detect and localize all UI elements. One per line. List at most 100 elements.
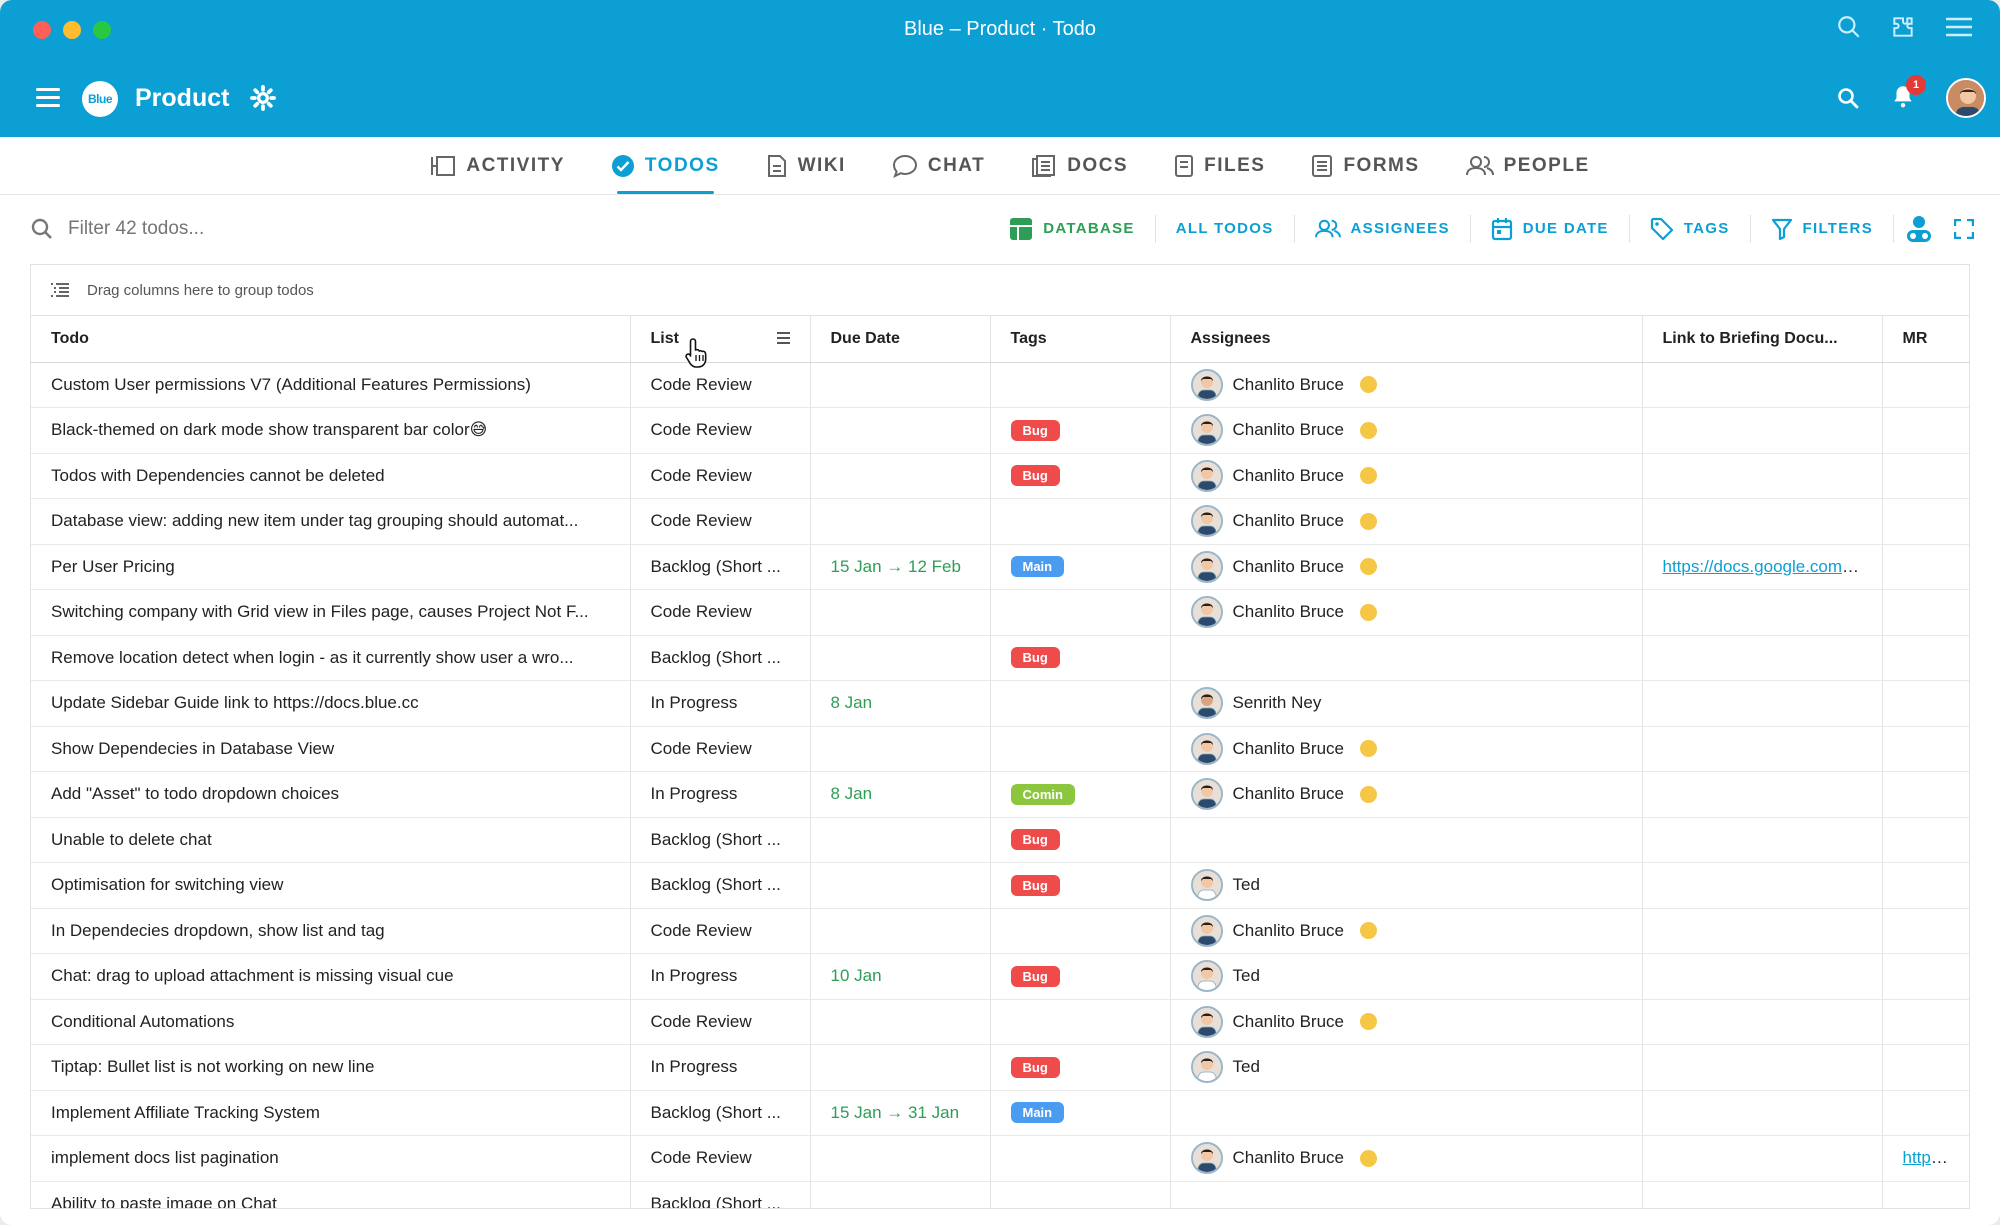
titlebar-menu-icon[interactable] bbox=[1944, 14, 1974, 40]
table-row[interactable]: Ability to paste image on Chat Backlog (S… bbox=[31, 1181, 1969, 1208]
extensions-icon[interactable] bbox=[1890, 14, 1916, 40]
todo-cell[interactable]: Show Dependecies in Database View bbox=[31, 726, 631, 772]
table-row[interactable]: Black-themed on dark mode show transpare… bbox=[31, 407, 1969, 454]
tab-files[interactable]: FILES bbox=[1170, 137, 1269, 194]
assignees-cell[interactable] bbox=[1170, 1090, 1643, 1136]
briefing-link-cell[interactable] bbox=[1642, 453, 1883, 499]
table-row[interactable]: Todos with Dependencies cannot be delete… bbox=[31, 453, 1969, 499]
todo-cell[interactable]: Add "Asset" to todo dropdown choices bbox=[31, 771, 631, 818]
todo-cell[interactable]: Unable to delete chat bbox=[31, 817, 631, 863]
mr-cell[interactable] bbox=[1882, 498, 1969, 545]
assignees-cell[interactable]: Chanlito Bruce bbox=[1170, 1135, 1643, 1182]
table-row[interactable]: implement docs list pagination Code Revie… bbox=[31, 1135, 1969, 1182]
column-menu-icon[interactable] bbox=[776, 332, 790, 347]
table-row[interactable]: Switching company with Grid view in File… bbox=[31, 589, 1969, 636]
briefing-link-cell[interactable] bbox=[1642, 817, 1883, 863]
list-cell[interactable]: Code Review bbox=[630, 589, 811, 636]
tags-cell[interactable] bbox=[990, 726, 1171, 772]
briefing-link-cell[interactable] bbox=[1642, 999, 1883, 1045]
column-header-mr[interactable]: MR bbox=[1882, 316, 1969, 363]
due-date-cell[interactable] bbox=[810, 635, 991, 681]
tab-todos[interactable]: TODOS bbox=[607, 137, 724, 194]
due-date-cell[interactable] bbox=[810, 862, 991, 909]
briefing-link-cell[interactable] bbox=[1642, 635, 1883, 681]
due-date-cell[interactable] bbox=[810, 1135, 991, 1182]
column-header-briefing-link[interactable]: Link to Briefing Docu... bbox=[1642, 316, 1883, 363]
due-date-cell[interactable] bbox=[810, 407, 991, 454]
assignees-cell[interactable]: Ted bbox=[1170, 862, 1643, 909]
due-date-cell[interactable] bbox=[810, 498, 991, 545]
titlebar-search-icon[interactable] bbox=[1836, 14, 1862, 40]
column-header-list[interactable]: List bbox=[630, 316, 811, 363]
briefing-link-cell[interactable] bbox=[1642, 726, 1883, 772]
mr-cell[interactable] bbox=[1882, 453, 1969, 499]
briefing-link-cell[interactable] bbox=[1642, 1044, 1883, 1091]
due-date-cell[interactable]: 15 Jan → 31 Jan bbox=[810, 1090, 991, 1136]
todo-cell[interactable]: Database view: adding new item under tag… bbox=[31, 498, 631, 545]
todo-cell[interactable]: Per User Pricing bbox=[31, 544, 631, 590]
mr-cell[interactable] bbox=[1882, 771, 1969, 818]
mr-cell[interactable] bbox=[1882, 362, 1969, 408]
list-cell[interactable]: Backlog (Short ... bbox=[630, 862, 811, 909]
mr-cell[interactable] bbox=[1882, 1044, 1969, 1091]
todo-cell[interactable]: Optimisation for switching view bbox=[31, 862, 631, 909]
table-row[interactable]: Implement Affiliate Tracking System Backl… bbox=[31, 1090, 1969, 1136]
due-date-cell[interactable] bbox=[810, 908, 991, 954]
tags-cell[interactable]: Bug bbox=[990, 817, 1171, 863]
mr-cell[interactable] bbox=[1882, 908, 1969, 954]
filter-todos-input[interactable] bbox=[68, 218, 468, 240]
list-cell[interactable]: Backlog (Short ... bbox=[630, 544, 811, 590]
assignees-button[interactable]: ASSIGNEES bbox=[1295, 214, 1471, 243]
column-header-tags[interactable]: Tags bbox=[990, 316, 1171, 363]
todo-cell[interactable]: Implement Affiliate Tracking System bbox=[31, 1090, 631, 1136]
list-cell[interactable]: Code Review bbox=[630, 498, 811, 545]
tags-cell[interactable] bbox=[990, 1135, 1171, 1182]
todo-cell[interactable]: Remove location detect when login - as i… bbox=[31, 635, 631, 681]
database-view-button[interactable]: DATABASE bbox=[989, 214, 1156, 243]
briefing-link-cell[interactable] bbox=[1642, 498, 1883, 545]
assignees-cell[interactable]: Ted bbox=[1170, 953, 1643, 1000]
table-row[interactable]: Chat: drag to upload attachment is missi… bbox=[31, 953, 1969, 1000]
table-row[interactable]: Conditional Automations Code Review Chanli… bbox=[31, 999, 1969, 1045]
due-date-cell[interactable]: 8 Jan bbox=[810, 771, 991, 818]
tab-activity[interactable]: ACTIVITY bbox=[426, 137, 569, 194]
assignees-cell[interactable] bbox=[1170, 817, 1643, 863]
assignees-cell[interactable]: Chanlito Bruce bbox=[1170, 362, 1643, 408]
briefing-link-cell[interactable] bbox=[1642, 771, 1883, 818]
tags-cell[interactable]: Bug bbox=[990, 862, 1171, 909]
list-cell[interactable]: In Progress bbox=[630, 771, 811, 818]
search-icon[interactable] bbox=[1836, 86, 1860, 110]
mr-link[interactable]: https://g bbox=[1902, 1148, 1963, 1168]
column-header-todo[interactable]: Todo bbox=[31, 316, 631, 363]
briefing-link-cell[interactable] bbox=[1642, 908, 1883, 954]
assignees-cell[interactable] bbox=[1170, 1181, 1643, 1208]
user-avatar[interactable] bbox=[1946, 78, 1986, 118]
tab-forms[interactable]: FORMS bbox=[1307, 137, 1423, 194]
list-cell[interactable]: Code Review bbox=[630, 1135, 811, 1182]
table-row[interactable]: Per User Pricing Backlog (Short ... 15 Jan… bbox=[31, 544, 1969, 590]
list-cell[interactable]: Backlog (Short ... bbox=[630, 817, 811, 863]
due-date-cell[interactable]: 8 Jan bbox=[810, 680, 991, 727]
filters-button[interactable]: FILTERS bbox=[1751, 214, 1894, 243]
assignees-cell[interactable]: Ted bbox=[1170, 1044, 1643, 1091]
blue-logo[interactable]: Blue bbox=[82, 81, 118, 117]
mr-cell[interactable] bbox=[1882, 407, 1969, 454]
list-cell[interactable]: In Progress bbox=[630, 953, 811, 1000]
briefing-link-cell[interactable] bbox=[1642, 1090, 1883, 1136]
assignees-cell[interactable]: Chanlito Bruce bbox=[1170, 908, 1643, 954]
mr-cell[interactable] bbox=[1882, 544, 1969, 590]
table-row[interactable]: Database view: adding new item under tag… bbox=[31, 498, 1969, 545]
tags-cell[interactable]: Bug bbox=[990, 635, 1171, 681]
toggle-assignee-view-button[interactable] bbox=[1894, 215, 1944, 243]
briefing-link-cell[interactable]: https://docs.google.com/do bbox=[1642, 544, 1883, 590]
mr-cell[interactable] bbox=[1882, 953, 1969, 1000]
gear-icon[interactable] bbox=[250, 85, 276, 111]
table-row[interactable]: Add "Asset" to todo dropdown choices In P… bbox=[31, 771, 1969, 818]
todo-cell[interactable]: Black-themed on dark mode show transpare… bbox=[31, 407, 631, 454]
list-cell[interactable]: Backlog (Short ... bbox=[630, 1181, 811, 1208]
assignees-cell[interactable]: Chanlito Bruce bbox=[1170, 498, 1643, 545]
todo-cell[interactable]: Todos with Dependencies cannot be delete… bbox=[31, 453, 631, 499]
briefing-link-cell[interactable] bbox=[1642, 680, 1883, 727]
assignees-cell[interactable]: Chanlito Bruce bbox=[1170, 771, 1643, 818]
notifications-button[interactable]: 1 bbox=[1890, 74, 1926, 114]
